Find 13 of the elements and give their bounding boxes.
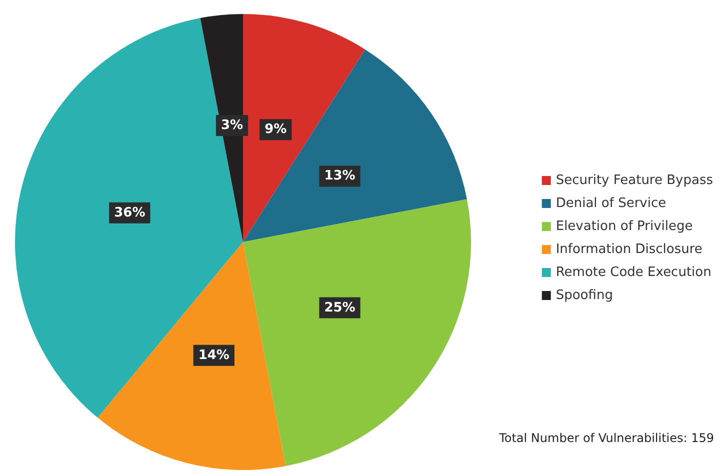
- data-label: 25%: [324, 300, 356, 316]
- legend-label: Remote Code Execution: [556, 265, 712, 280]
- text: Total Number of Vulnerabilities: 159: [498, 431, 714, 445]
- data-label: 9%: [264, 122, 287, 138]
- legend-label: Denial of Service: [556, 196, 666, 211]
- data-label: 3%: [220, 118, 244, 134]
- legend-label: Spoofing: [556, 288, 613, 303]
- data-label: 36%: [114, 205, 146, 220]
- legend-label: Elevation of Privilege: [556, 219, 693, 234]
- legend-label: Information Disclosure: [556, 242, 702, 257]
- data-label: 13%: [324, 168, 356, 184]
- legend-label: Security Feature Bypass: [556, 173, 714, 188]
- data-label: 14%: [198, 348, 230, 363]
